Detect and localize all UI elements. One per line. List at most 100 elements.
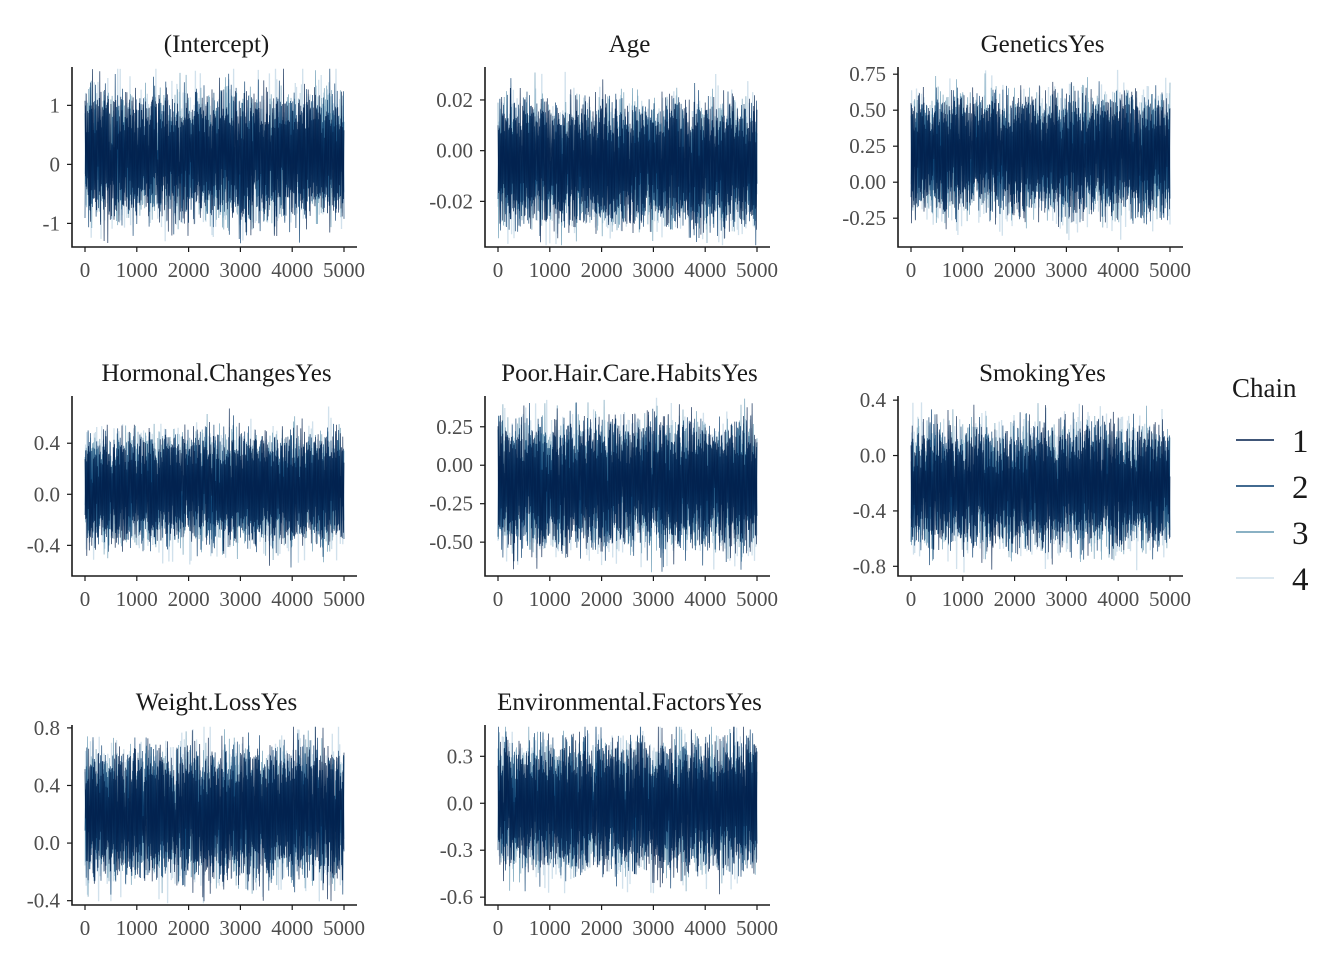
y-tick-label: 0.0 (447, 791, 473, 815)
x-tick-label: 4000 (271, 916, 313, 940)
trace-chain-2 (84, 68, 345, 244)
x-tick-label: 4000 (1097, 587, 1139, 611)
panel-title: Environmental.FactorsYes (497, 689, 762, 716)
legend-label-chain-1: 1 (1292, 424, 1309, 460)
trace-chain-2 (497, 78, 758, 246)
y-tick-label: -0.4 (853, 499, 887, 523)
trace-chain-1 (910, 404, 1171, 570)
trace-chain-2 (84, 732, 345, 895)
x-tick-label: 3000 (219, 587, 261, 611)
x-tick-label: 2000 (581, 916, 623, 940)
x-tick-label: 4000 (1097, 258, 1139, 282)
y-tick-label: 0.0 (34, 831, 60, 855)
trace-chain-1 (84, 726, 345, 902)
axis-lines (71, 396, 357, 577)
axis-lines (71, 67, 357, 248)
x-tick-label: 5000 (736, 258, 778, 282)
y-tick-label: -0.4 (27, 889, 61, 913)
panel-smokingyes: SmokingYes -0.8 -0.4 0.0 0.4 0 1000 2000 3000 400… (853, 360, 1191, 611)
y-tick-label: 0.0 (860, 444, 886, 468)
y-tick-label: 0.0 (34, 482, 60, 506)
axis-lines (897, 67, 1183, 248)
trace-chain-1 (497, 403, 758, 570)
y-tick-label: -0.4 (27, 533, 61, 557)
legend-title: Chain (1232, 373, 1297, 403)
x-tick-label: 2000 (168, 916, 210, 940)
trace-chain-1 (910, 81, 1171, 230)
panel-title: (Intercept) (164, 31, 269, 58)
trace-chain-2 (497, 726, 758, 892)
panel-title: Hormonal.ChangesYes (101, 360, 331, 387)
y-tick-label: 0.00 (436, 453, 473, 477)
x-tick-label: 2000 (168, 258, 210, 282)
y-tick-label: 0.8 (34, 716, 60, 740)
y-tick-label: -0.3 (440, 838, 473, 862)
trace-chain-2 (84, 415, 345, 568)
x-tick-label: 0 (80, 258, 91, 282)
legend-label-chain-4: 4 (1292, 562, 1309, 598)
y-tick-label: -0.25 (842, 206, 886, 230)
x-tick-label: 5000 (736, 916, 778, 940)
x-tick-label: 5000 (323, 916, 365, 940)
y-tick-label: 0.25 (849, 134, 886, 158)
panels-group: (Intercept) -1 0 1 0 1000 2000 3000 4000 5000 Age -… (27, 31, 1191, 940)
x-tick-label: 4000 (271, 258, 313, 282)
y-tick-label: 1 (50, 93, 61, 117)
x-tick-label: 2000 (168, 587, 210, 611)
y-tick-label: 0.25 (436, 415, 473, 439)
trace-chain-1 (497, 726, 758, 895)
x-tick-label: 5000 (1149, 587, 1191, 611)
trace-chain-4 (497, 726, 758, 894)
y-tick-label: -0.50 (429, 530, 473, 554)
panel-title: Weight.LossYes (136, 689, 297, 716)
trace-chain-2 (497, 402, 758, 572)
x-tick-label: 0 (906, 258, 917, 282)
x-tick-label: 2000 (994, 587, 1036, 611)
x-tick-label: 1000 (942, 258, 984, 282)
x-tick-label: 3000 (1045, 587, 1087, 611)
x-tick-label: 0 (493, 587, 504, 611)
x-tick-label: 3000 (632, 587, 674, 611)
x-tick-label: 1000 (116, 916, 158, 940)
x-tick-label: 3000 (632, 916, 674, 940)
x-tick-label: 5000 (323, 258, 365, 282)
axis-lines (484, 396, 770, 577)
x-tick-label: 2000 (581, 258, 623, 282)
panel-title: Poor.Hair.Care.HabitsYes (501, 360, 757, 387)
y-tick-label: 0.00 (849, 170, 886, 194)
x-tick-label: 2000 (581, 587, 623, 611)
x-tick-label: 1000 (529, 587, 571, 611)
y-tick-label: 0.00 (436, 139, 473, 163)
panel-title: Age (609, 31, 651, 58)
x-tick-label: 4000 (271, 587, 313, 611)
x-tick-label: 3000 (219, 258, 261, 282)
panel-weight-lossyes: Weight.LossYes -0.4 0.0 0.4 0.8 0 1000 2000 3000… (27, 689, 365, 940)
y-tick-label: 0.4 (34, 773, 61, 797)
panel-poor-hair-care-habitsyes: Poor.Hair.Care.HabitsYes -0.50 -0.25 0.00 0.… (429, 360, 778, 611)
x-tick-label: 1000 (529, 258, 571, 282)
y-tick-label: 0.75 (849, 62, 886, 86)
x-tick-label: 4000 (684, 916, 726, 940)
x-tick-label: 0 (493, 258, 504, 282)
legend-label-chain-2: 2 (1292, 470, 1309, 506)
y-tick-label: 0.02 (436, 88, 473, 112)
panel-environmental-factorsyes: Environmental.FactorsYes -0.6 -0.3 0.0 0.3 0 1… (440, 689, 778, 940)
panel-geneticsyes: GeneticsYes -0.25 0.00 0.25 0.50 0.75 0 1000 200… (842, 31, 1191, 282)
x-tick-label: 3000 (1045, 258, 1087, 282)
chain-legend: Chain 1 2 3 4 (1232, 373, 1309, 598)
trace-chain-1 (84, 408, 345, 566)
y-tick-label: 0.3 (447, 744, 473, 768)
trace-chain-2 (910, 409, 1171, 566)
trace-chain-1 (497, 79, 758, 243)
x-tick-label: 2000 (994, 258, 1036, 282)
y-tick-label: -1 (43, 211, 61, 235)
y-tick-label: -0.02 (429, 189, 473, 213)
y-tick-label: -0.6 (440, 885, 473, 909)
x-tick-label: 0 (80, 587, 91, 611)
x-tick-label: 0 (80, 916, 91, 940)
x-tick-label: 5000 (323, 587, 365, 611)
y-tick-label: -0.25 (429, 492, 473, 516)
trace-chain-2 (910, 81, 1171, 225)
x-tick-label: 1000 (116, 587, 158, 611)
